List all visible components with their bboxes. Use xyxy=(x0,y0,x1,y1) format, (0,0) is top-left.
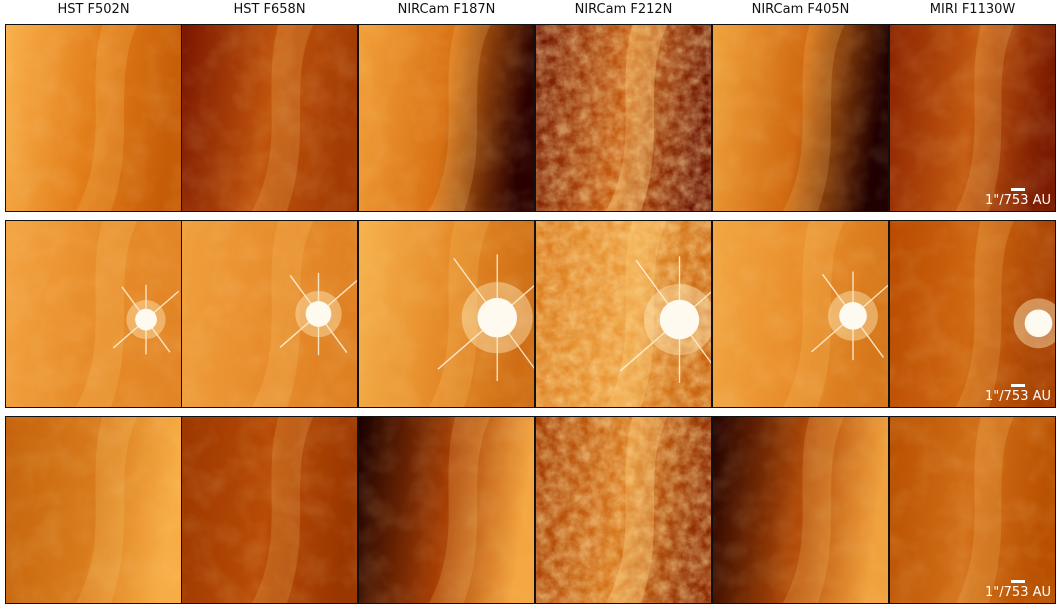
image-row-3: 1"/753 AU xyxy=(5,416,1056,604)
image-panel-r3-c3 xyxy=(358,416,535,604)
column-title-2: HST F658N xyxy=(233,2,306,17)
emission-map xyxy=(536,221,711,407)
image-panel-r3-c4 xyxy=(535,416,712,604)
emission-map xyxy=(713,417,888,603)
image-panel-r3-c5 xyxy=(712,416,889,604)
emission-map xyxy=(536,417,711,603)
emission-map xyxy=(359,417,534,603)
column-title-6: MIRI F1130W xyxy=(929,2,1016,17)
image-panel-r2-c6: 1"/753 AU xyxy=(889,220,1056,408)
scale-bar: 1"/753 AU xyxy=(985,580,1051,600)
column-title-5: NIRCam F405N xyxy=(751,2,850,17)
image-row-1: 1"/753 AU xyxy=(5,24,1056,212)
image-panel-r2-c1 xyxy=(5,220,182,408)
image-panel-r3-c2 xyxy=(181,416,358,604)
emission-map xyxy=(890,417,1055,603)
image-row-2: 1"/753 AU xyxy=(5,220,1056,408)
emission-map xyxy=(182,221,357,407)
emission-map xyxy=(6,221,181,407)
image-panel-r2-c5 xyxy=(712,220,889,408)
emission-map xyxy=(713,25,888,211)
scale-bar-line xyxy=(1011,384,1025,387)
image-panel-r1-c5 xyxy=(712,24,889,212)
scale-bar-line xyxy=(1011,188,1025,191)
column-title-1: HST F502N xyxy=(57,2,130,17)
emission-map xyxy=(536,25,711,211)
scale-bar: 1"/753 AU xyxy=(985,188,1051,208)
image-panel-r2-c4 xyxy=(535,220,712,408)
scale-bar-label: 1"/753 AU xyxy=(985,585,1051,600)
emission-map xyxy=(6,417,181,603)
image-panel-r1-c3 xyxy=(358,24,535,212)
image-panel-r1-c2 xyxy=(181,24,358,212)
column-title-4: NIRCam F212N xyxy=(574,2,673,17)
scale-bar-line xyxy=(1011,580,1025,583)
emission-map xyxy=(890,25,1055,211)
scale-bar-label: 1"/753 AU xyxy=(985,193,1051,208)
emission-map xyxy=(182,417,357,603)
image-panel-r2-c3 xyxy=(358,220,535,408)
emission-map xyxy=(713,221,888,407)
emission-map xyxy=(182,25,357,211)
emission-map xyxy=(6,25,181,211)
emission-map xyxy=(359,25,534,211)
image-panel-r3-c6: 1"/753 AU xyxy=(889,416,1056,604)
image-panel-r1-c6: 1"/753 AU xyxy=(889,24,1056,212)
scale-bar: 1"/753 AU xyxy=(985,384,1051,404)
emission-map xyxy=(890,221,1055,407)
image-panel-r3-c1 xyxy=(5,416,182,604)
emission-map xyxy=(359,221,534,407)
image-panel-r2-c2 xyxy=(181,220,358,408)
image-panel-r1-c4 xyxy=(535,24,712,212)
column-title-3: NIRCam F187N xyxy=(397,2,496,17)
scale-bar-label: 1"/753 AU xyxy=(985,389,1051,404)
image-panel-r1-c1 xyxy=(5,24,182,212)
